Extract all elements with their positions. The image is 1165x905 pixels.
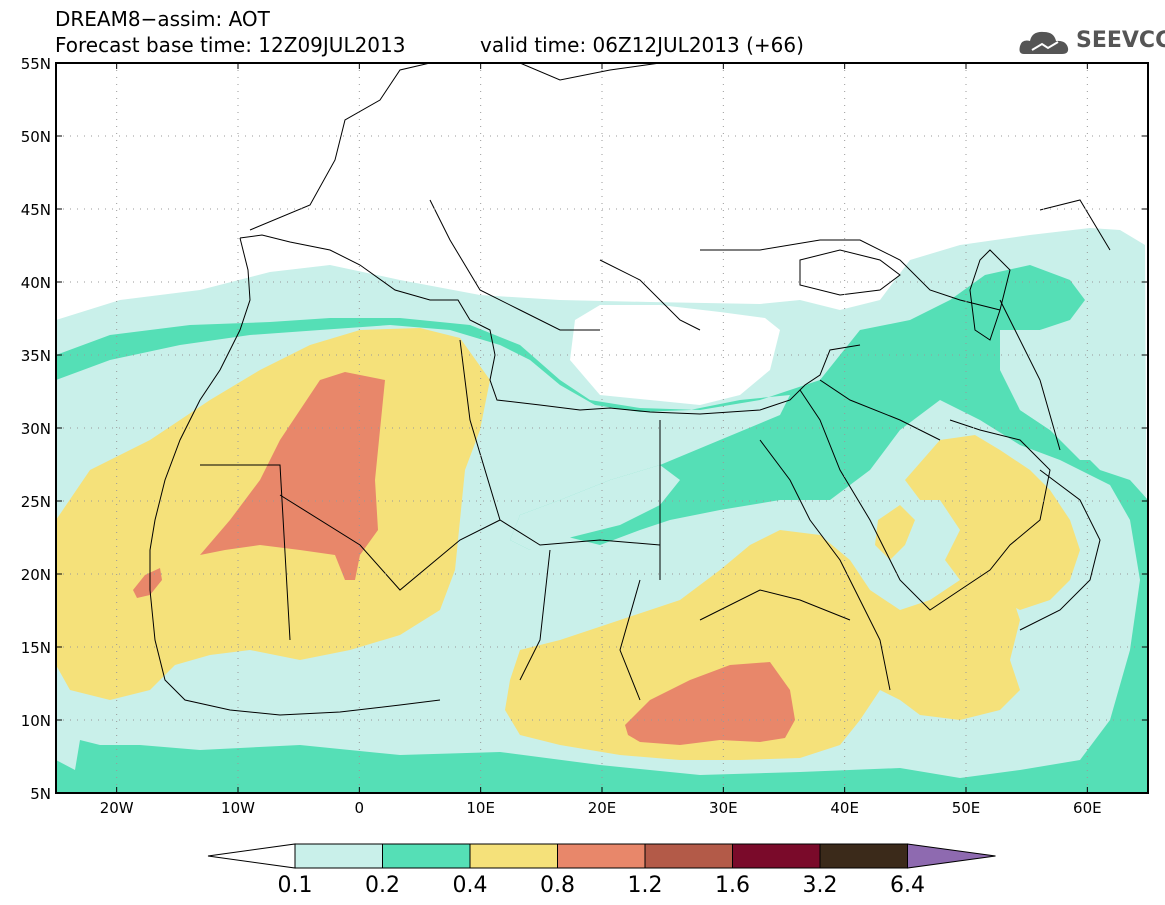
cloud-icon [1019,31,1069,54]
graticule [56,63,1148,793]
lon-label: 50E [952,799,981,817]
colorbar-segment [819,843,908,869]
colorbar-segment [644,843,733,869]
lat-label: 40N [21,274,51,292]
colorbar-label: 0.8 [540,873,575,898]
lat-label: 45N [21,201,51,219]
lon-label: 10W [221,799,255,817]
aot-colorbar [207,843,996,869]
logo-text: SEEVCCC [1076,28,1165,53]
coastline-caspian [969,249,1011,341]
colorbar-segment [732,843,821,869]
colorbar-extend-high [907,843,996,869]
lat-label: 5N [30,785,51,803]
colorbar-segment [382,843,471,869]
lon-label: 40E [830,799,859,817]
latitude-labels: 55N 50N 45N 40N 35N 30N 25N 20N 15N 10N 5N [21,55,51,803]
colorbar-label: 0.4 [453,873,488,898]
colorbar-label: 0.1 [278,873,313,898]
coastlines [149,63,1111,716]
lat-label: 55N [21,55,51,73]
lon-label: 20E [588,799,617,817]
coastline-black-sea [799,249,901,296]
lon-label: 60E [1073,799,1102,817]
lat-label: 15N [21,639,51,657]
lon-label: 20W [100,799,134,817]
lat-label: 30N [21,420,51,438]
lon-label: 0 [355,799,365,817]
colorbar-label: 1.2 [628,873,663,898]
colorbar-label: 0.2 [365,873,400,898]
forecast-base-time: Forecast base time: 12Z09JUL2013 [55,33,406,57]
longitude-labels: 20W 10W 0 10E 20E 30E 40E 50E 60E [100,799,1102,817]
colorbar-extend-low [207,843,296,869]
colorbar-label: 1.6 [715,873,750,898]
coastline-west-africa [149,237,441,716]
lat-label: 25N [21,493,51,511]
coastline-red-sea [759,389,1101,691]
coastline-north-africa [239,234,861,415]
colorbar-label: 3.2 [803,873,838,898]
colorbar-segment [557,843,646,869]
colorbar-segment [469,843,558,869]
aot-contours [56,228,1148,793]
colorbar-labels: 0.1 0.2 0.4 0.8 1.2 1.6 3.2 6.4 [278,873,926,898]
coastline-europe [249,63,1001,331]
map-title: DREAM8−assim: AOT [55,7,270,31]
aot-contour-peak [200,372,385,580]
border-lines [200,199,1111,701]
lon-label: 30E [709,799,738,817]
lat-label: 20N [21,566,51,584]
lon-label: 10E [466,799,495,817]
axis-ticks [56,62,1148,794]
valid-time: valid time: 06Z12JUL2013 (+66) [480,33,804,57]
lat-label: 50N [21,128,51,146]
lat-label: 10N [21,712,51,730]
lat-label: 35N [21,347,51,365]
colorbar-segment [294,843,383,869]
colorbar-label: 6.4 [890,873,925,898]
